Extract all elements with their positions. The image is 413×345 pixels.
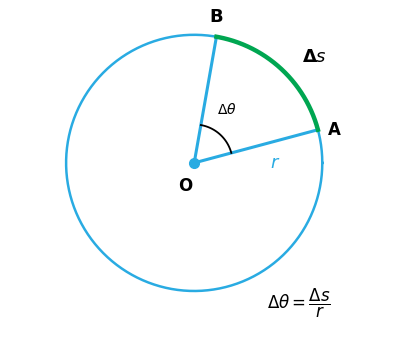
Text: A: A: [328, 121, 340, 139]
Text: $\Delta\theta$: $\Delta\theta$: [216, 102, 236, 117]
Text: B: B: [209, 9, 223, 27]
Text: $\mathbf{\Delta}\mathit{s}$: $\mathbf{\Delta}\mathit{s}$: [301, 48, 326, 66]
Text: $\mathit{r}$: $\mathit{r}$: [269, 154, 280, 172]
Text: O: O: [178, 177, 192, 195]
Text: $\Delta\theta = \dfrac{\Delta s}{r}$: $\Delta\theta = \dfrac{\Delta s}{r}$: [266, 287, 330, 321]
